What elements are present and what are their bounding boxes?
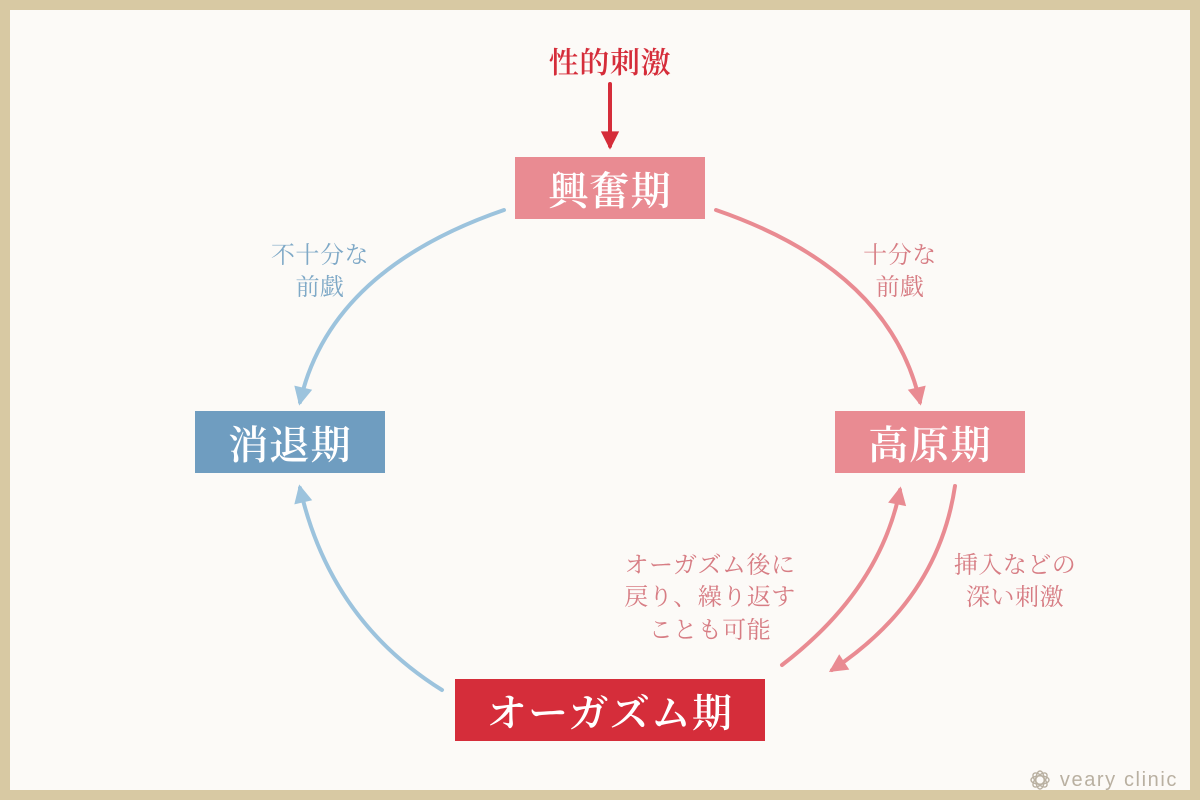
diagram-frame: 性的刺激興奮期高原期オーガズム期 消退期 十分な 前戯 不十分な 前戯挿入などの 深い… [0, 0, 1200, 800]
node-orgasm-label: オーガズム期 [487, 682, 733, 739]
node-resolution-label: 消退期 [228, 414, 352, 471]
trigger-label: 性的刺激 [460, 40, 760, 81]
edge-label-excite_to_plateau: 十分な 前戯 [760, 237, 1040, 302]
watermark: veary clinic [1028, 768, 1178, 792]
edge-label-plateau_to_orgasm: 挿入などの 深い刺激 [875, 547, 1155, 612]
diagram-stage: 性的刺激興奮期高原期オーガズム期 消退期 十分な 前戯 不十分な 前戯挿入などの 深い… [10, 10, 1200, 800]
arrow-orgasm_to_resolution [300, 488, 442, 690]
watermark-text: veary clinic [1060, 769, 1178, 792]
node-excitement-label: 興奮期 [548, 160, 672, 217]
node-excitement: 興奮期 [515, 157, 705, 219]
edge-label-orgasm_to_plateau: オーガズム後に 戻り、繰り返す ことも可能 [570, 547, 850, 644]
node-orgasm: オーガズム期 [455, 679, 765, 741]
edge-label-excite_to_resolution: 不十分な 前戯 [180, 237, 460, 302]
node-plateau: 高原期 [835, 411, 1025, 473]
watermark-logo-icon [1028, 768, 1052, 792]
node-resolution: 消退期 [195, 411, 385, 473]
node-plateau-label: 高原期 [868, 414, 992, 471]
